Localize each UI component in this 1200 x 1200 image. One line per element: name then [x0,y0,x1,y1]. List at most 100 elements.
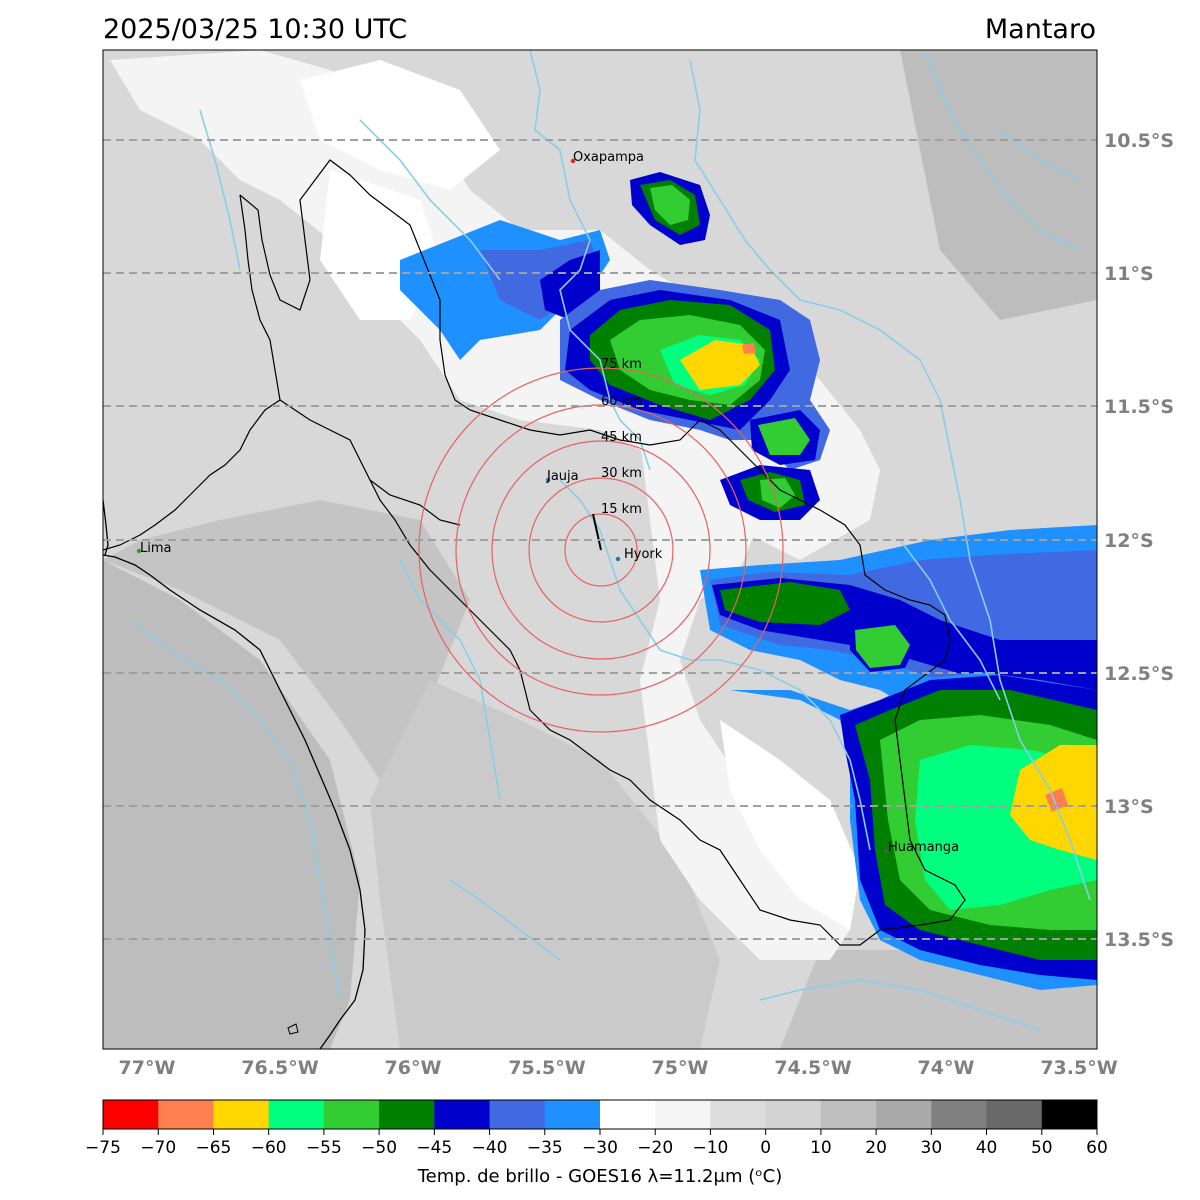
colorbar-tick-label: −55 [306,1138,342,1158]
colorbar-tick-label: 10 [810,1138,832,1158]
colorbar-swatch [268,1100,325,1129]
lon-axis-labels: 77°W 76.5°W 76°W 75.5°W 75°W 74.5°W 74°W… [119,1057,1118,1079]
colorbar-swatch [765,1100,822,1129]
range-ring-45km [491,440,711,660]
city-marker-oxapampa [570,158,576,164]
andes-grey-area [103,500,470,780]
colorbar-tick-label: −50 [361,1138,397,1158]
colorbar-tick-label: −45 [416,1138,452,1158]
colorbar-tick-label: −60 [251,1138,287,1158]
colorbar-tick-label: −75 [85,1138,121,1158]
lat-axis-labels: 10.5°S 11°S 11.5°S 12°S 12.5°S 13°S 13.5… [1104,130,1174,951]
ring-label-75km: 75 km [601,357,642,372]
colorbar-ticks: −75 −70 −65 −60 −55 −50 −45 −40 −35 −30 −20 −10 0 10 2… [85,1129,1108,1158]
colorbar-swatch [323,1100,380,1129]
colorbar-tick-label: −40 [472,1138,508,1158]
city-label-oxapampa: Oxapampa [573,150,644,165]
lat-label-10-5s: 10.5°S [1104,130,1174,152]
white-cloud-patch-south [720,720,860,930]
colorbar-swatch [986,1100,1043,1129]
city-marker-jauja [545,477,551,483]
cloud-cell-mid-south-core [855,625,910,668]
colorbar-tick-label: −35 [527,1138,563,1158]
boundary-inner-segment [369,479,461,526]
lon-label-74-5w: 74.5°W [774,1057,851,1079]
colorbar-tick-label: −20 [637,1138,673,1158]
colorbar-swatch [158,1100,214,1129]
colorbar-swatch [379,1100,435,1129]
colorbar-swatch [600,1100,656,1129]
city-marker-lima [136,548,142,554]
lon-label-75-5w: 75.5°W [508,1057,585,1079]
colorbar-tick-label: 40 [976,1138,998,1158]
coastline [103,554,366,1049]
lon-label-76-5w: 76.5°W [241,1057,318,1079]
basin-boundary [103,159,966,946]
coastline-north [103,499,109,556]
cloud-cell-east-a-core [758,418,810,455]
radar-beam-line [592,513,602,551]
colorbar-swatch [931,1100,988,1129]
colorbar-swatch [103,1100,159,1129]
colorbar-tick-label: 0 [760,1138,771,1158]
colorbar-tick-label: 50 [1031,1138,1053,1158]
city-label-jauja: Jauja [546,469,579,484]
colorbar-swatch [213,1100,270,1129]
colorbar-swatch [544,1100,601,1129]
colorbar-swatch [710,1100,767,1129]
colorbar-swatches [103,1100,1098,1129]
colorbar-tick-label: −30 [582,1138,618,1158]
lat-label-12s: 12°S [1104,530,1154,552]
lat-gridlines [103,139,1097,940]
range-ring-75km [418,367,784,733]
colorbar-tick-label: 20 [865,1138,887,1158]
colorbar-swatch [489,1100,546,1129]
ring-label-60km: 60 km [601,394,642,409]
range-ring-30km [528,477,674,623]
lon-label-76w: 76°W [385,1057,442,1079]
colorbar-tick-label: 60 [1086,1138,1108,1158]
colorbar-swatch [1041,1100,1098,1129]
map-panel: 15 km 30 km 45 km 60 km 75 km Oxapampa J… [103,50,1097,1049]
region-title: Mantaro [984,14,1096,45]
colorbar-swatch [876,1100,932,1129]
cloud-cell-east-b-inner [760,478,795,508]
city-marker-hyork [615,556,621,562]
colorbar: −75 −70 −65 −60 −55 −50 −45 −40 −35 −30 −20 −10 0 10 2… [85,1099,1108,1187]
boundary-west-segment [239,194,281,401]
cloud-cell-central-minus65 [742,343,756,354]
white-cloud-patch-north [300,60,500,190]
colorbar-swatch [434,1100,491,1129]
cloud-band-minus45-west [720,582,850,625]
cloud-cell-small-north-inner [650,185,690,225]
ring-label-15km: 15 km [601,502,642,517]
lat-label-11-5s: 11.5°S [1104,396,1174,418]
colorbar-tick-label: −70 [140,1138,176,1158]
lon-label-74w: 74°W [918,1057,975,1079]
lat-label-13-5s: 13.5°S [1104,929,1174,951]
southern-grey-area [370,680,720,1049]
lon-label-73-5w: 73.5°W [1040,1057,1117,1079]
colorbar-caption: Temp. de brillo - GOES16 λ=11.2μm (ᵒC) [417,1166,783,1187]
colorbar-swatch [655,1100,711,1129]
colorbar-border [102,1099,1098,1130]
map-border [102,49,1098,1050]
lon-label-77w: 77°W [119,1057,176,1079]
lat-label-12-5s: 12.5°S [1104,663,1174,685]
datetime-title: 2025/03/25 10:30 UTC [103,14,408,45]
range-ring-15km [564,513,638,587]
lat-label-13s: 13°S [1104,796,1154,818]
lon-label-75w: 75°W [652,1057,709,1079]
ring-label-30km: 30 km [601,466,642,481]
colorbar-tick-label: 30 [921,1138,943,1158]
city-label-huamanga: Huamanga [888,840,959,855]
ring-label-45km: 45 km [601,430,642,445]
cloud-cell-large-minus60 [680,340,760,390]
coastal-dark-area [103,560,360,1049]
cloud-band-south [640,440,850,960]
island [287,1023,299,1035]
colorbar-tick-label: −10 [692,1138,728,1158]
city-label-lima: Lima [140,541,171,556]
